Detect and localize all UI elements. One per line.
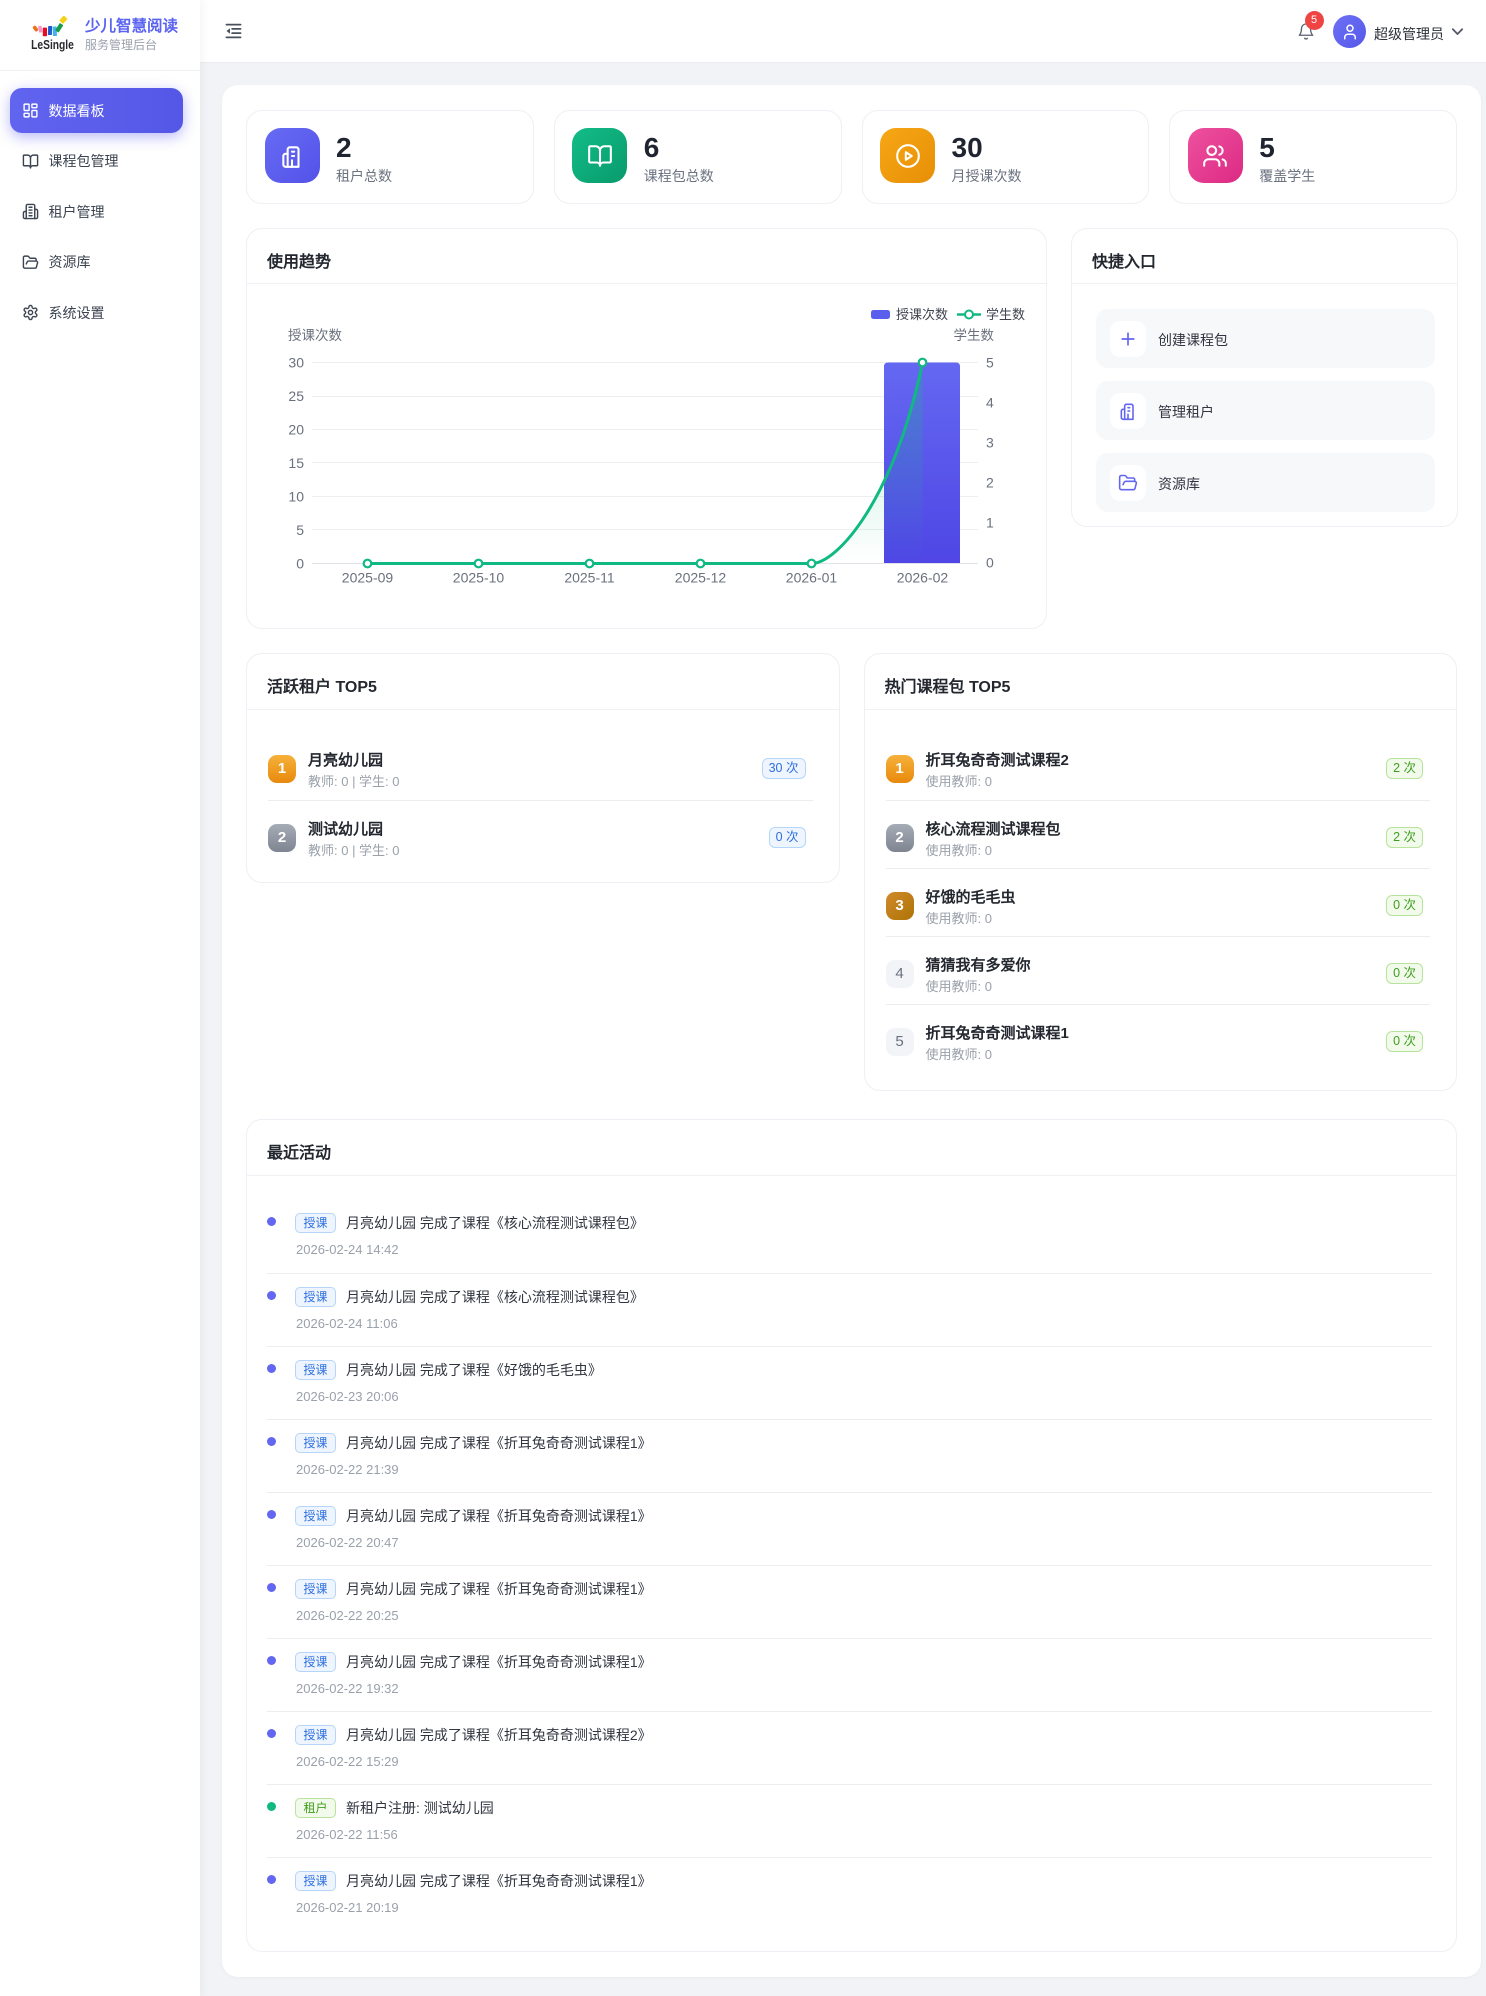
svg-text:2026-01: 2026-01	[786, 570, 838, 586]
svg-text:3: 3	[986, 435, 994, 451]
svg-text:0: 0	[296, 556, 304, 572]
svg-text:15: 15	[288, 455, 304, 471]
svg-text:4: 4	[986, 395, 994, 411]
svg-text:学生数: 学生数	[986, 307, 1025, 322]
svg-text:25: 25	[288, 388, 304, 404]
svg-text:2: 2	[986, 475, 994, 491]
svg-text:授课次数: 授课次数	[288, 328, 342, 343]
svg-text:30: 30	[288, 355, 304, 371]
svg-text:学生数: 学生数	[954, 328, 995, 343]
svg-text:2025-12: 2025-12	[675, 570, 727, 586]
svg-text:5: 5	[296, 522, 304, 538]
svg-text:授课次数: 授课次数	[896, 307, 948, 322]
svg-text:5: 5	[986, 355, 994, 371]
svg-text:2025-09: 2025-09	[342, 570, 394, 586]
svg-text:0: 0	[986, 555, 994, 571]
svg-text:10: 10	[288, 489, 304, 505]
svg-text:2026-02: 2026-02	[897, 570, 949, 586]
svg-text:1: 1	[986, 515, 994, 531]
svg-text:2025-10: 2025-10	[453, 570, 505, 586]
svg-text:2025-11: 2025-11	[564, 570, 615, 586]
svg-text:20: 20	[288, 422, 304, 438]
